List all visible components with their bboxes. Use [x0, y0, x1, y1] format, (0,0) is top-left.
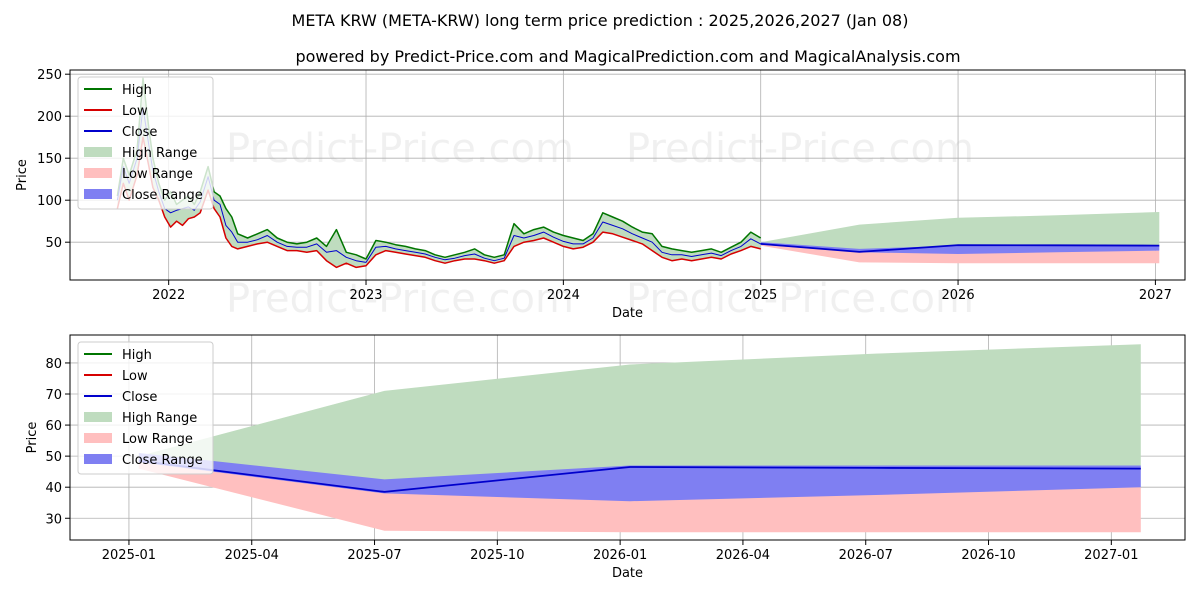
legend: High Low Close High Range Low Range Close Ran… [77, 76, 214, 210]
x-tick-label: 2026 [942, 288, 975, 303]
x-tick-label: 2025-01 [102, 548, 156, 563]
legend-label: Low Range [122, 167, 193, 182]
x-tick-label: 2022 [152, 288, 185, 303]
x-tick-label: 2025-04 [225, 548, 279, 563]
y-tick-label: 100 [37, 194, 62, 209]
high-range-band [760, 212, 1160, 251]
y-tick-label: 50 [45, 450, 62, 465]
x-tick-label: 2024 [547, 288, 580, 303]
y-tick-label: 80 [45, 357, 62, 372]
x-tick-label: 2023 [349, 288, 382, 303]
chart-subtitle: powered by Predict-Price.com and Magical… [295, 47, 960, 66]
y-axis-label: Price [25, 422, 40, 454]
x-tick-label: 2026-07 [839, 548, 893, 563]
legend-swatch-patch [84, 147, 112, 157]
legend-swatch-patch [84, 433, 112, 443]
legend: High Low Close High Range Low Range Close Ran… [77, 341, 214, 475]
legend-label: Close [122, 390, 157, 405]
x-tick-label: 2026-04 [716, 548, 770, 563]
y-tick-label: 70 [45, 388, 62, 403]
legend-swatch-patch [84, 189, 112, 199]
x-tick-label: 2025-07 [347, 548, 401, 563]
x-tick-label: 2025-10 [470, 548, 524, 563]
close-forecast-line [760, 243, 1160, 253]
plot-frame [69, 334, 1186, 541]
legend-label: Low [122, 104, 148, 119]
legend-label: High [122, 83, 152, 98]
x-tick-label: 2027 [1139, 288, 1172, 303]
watermark-text: Predict-Price.com [626, 126, 974, 172]
bottom-panel: Predict-Price.comPredict-Price.com2025-0… [25, 334, 1186, 581]
y-axis-label: Price [15, 159, 30, 191]
legend-label: High [122, 348, 152, 363]
legend-label: High Range [122, 146, 197, 161]
plot-frame [69, 69, 1186, 281]
history-high-band [117, 78, 761, 268]
x-tick-label: 2025 [744, 288, 777, 303]
close-range-band [138, 453, 1141, 502]
x-tick-label: 2026-01 [593, 548, 647, 563]
x-tick-label: 2026-10 [961, 548, 1015, 563]
x-tick-label: 2027-01 [1084, 548, 1138, 563]
series-group [138, 344, 1141, 533]
y-tick-label: 250 [37, 68, 62, 83]
legend-label: Close [122, 125, 157, 140]
chart-title: META KRW (META-KRW) long term price pred… [292, 11, 909, 30]
y-tick-label: 150 [37, 152, 62, 167]
legend-label: Close Range [122, 453, 203, 468]
y-tick-label: 40 [45, 481, 62, 496]
y-tick-label: 60 [45, 419, 62, 434]
legend-label: Low Range [122, 432, 193, 447]
legend-label: Close Range [122, 188, 203, 203]
low-line [116, 136, 761, 269]
x-axis-label: Date [612, 566, 643, 581]
y-tick-label: 50 [45, 236, 62, 251]
legend-label: High Range [122, 411, 197, 426]
legend-swatch-patch [84, 168, 112, 178]
top-panel: Predict-Price.com Predict-Price.com Predic… [15, 68, 1186, 322]
watermark-text: Predict-Price.com [226, 276, 574, 322]
watermark-text: Predict-Price.com [226, 126, 574, 172]
x-axis-label: Date [612, 306, 643, 321]
y-tick-label: 30 [45, 512, 62, 527]
y-tick-label: 200 [37, 110, 62, 125]
high-range-band [138, 344, 1141, 481]
close-forecast-line [138, 459, 1141, 493]
legend-swatch-patch [84, 454, 112, 464]
watermark-text: Predict-Price.com [626, 276, 974, 322]
legend-swatch-patch [84, 412, 112, 422]
legend-label: Low [122, 369, 148, 384]
series-group [116, 77, 1160, 269]
